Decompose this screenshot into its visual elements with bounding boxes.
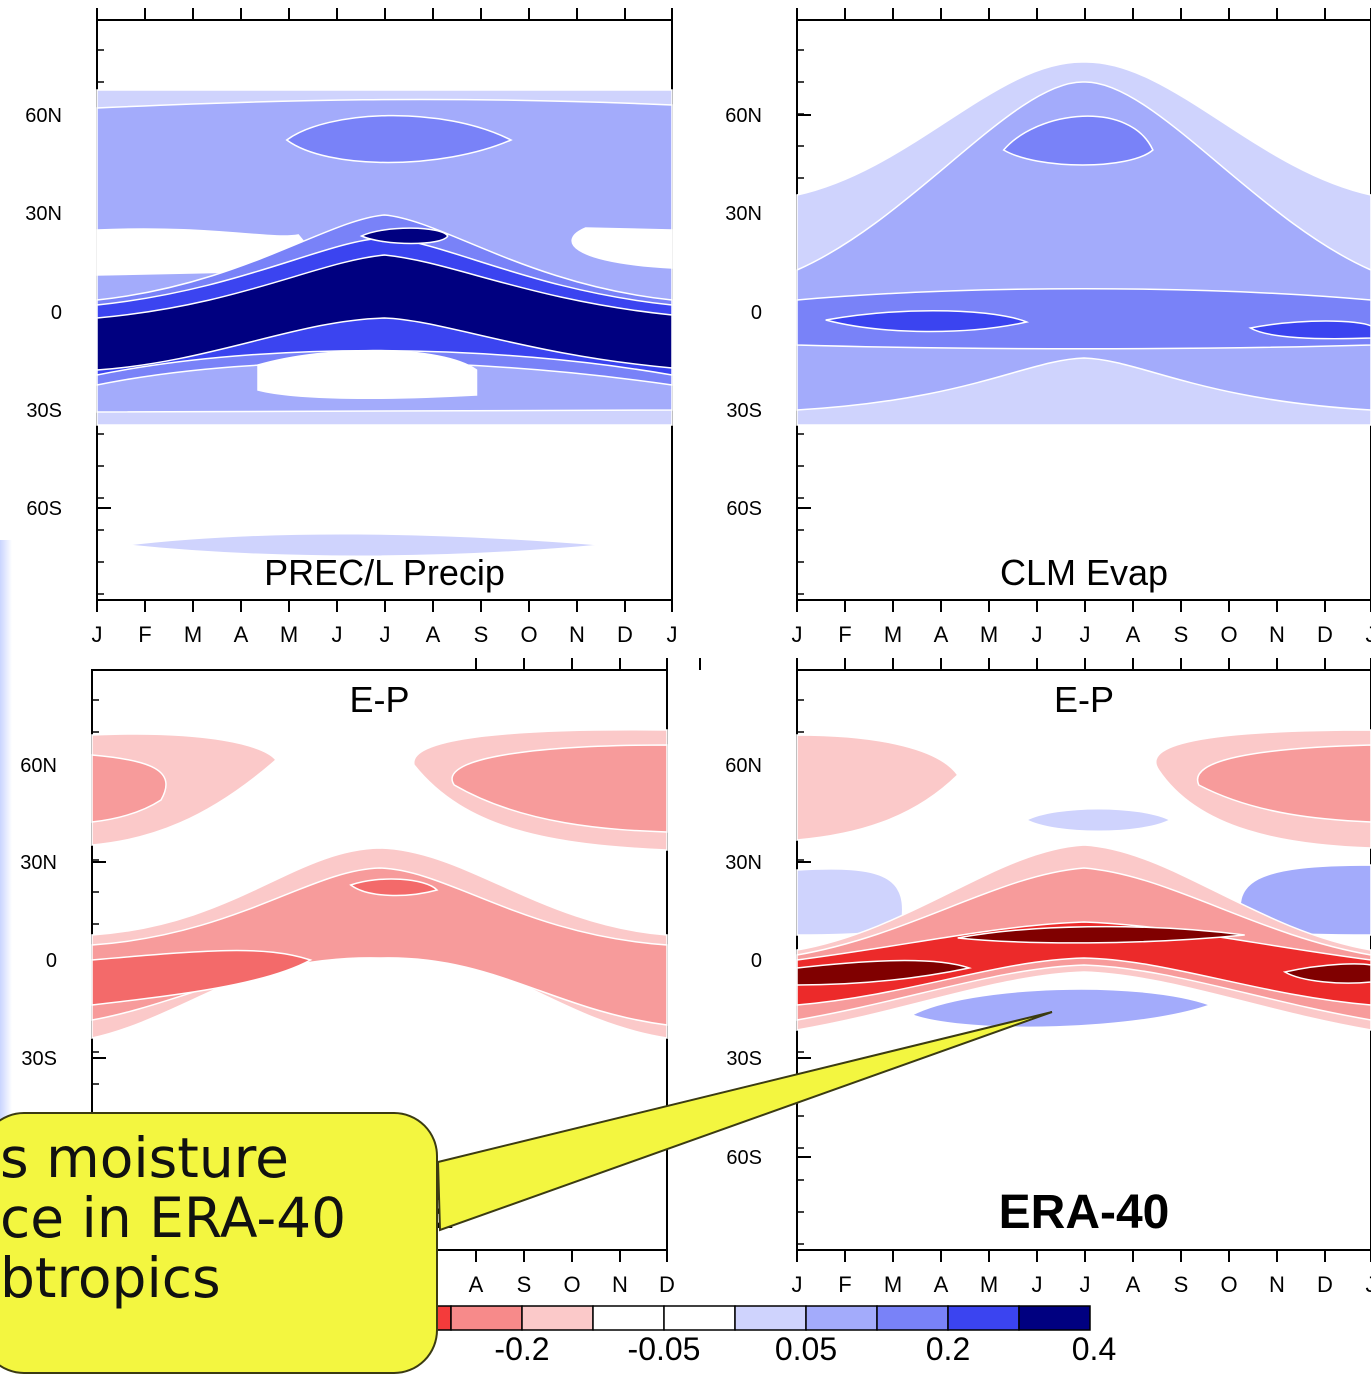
y-tick-label: 60S xyxy=(26,498,62,520)
x-tick-label: M xyxy=(980,622,998,647)
y-tick-label: 60S xyxy=(726,498,762,520)
y-tick-label: 0 xyxy=(51,302,62,324)
x-tick-label: J xyxy=(1366,622,1371,647)
x-tick-label: J xyxy=(792,622,803,647)
x-tick-label: J xyxy=(1366,1272,1371,1297)
x-tick-label: M xyxy=(184,622,202,647)
x-tick-label: N xyxy=(1269,622,1285,647)
callout-text: s moisture ce in ERA-40 btropics xyxy=(0,1128,440,1308)
y-tick-label: 60S xyxy=(726,1147,762,1169)
callout-line-3: btropics xyxy=(0,1248,440,1308)
colorbar-tick-label: -0.2 xyxy=(494,1331,549,1367)
y-tick-label: 60N xyxy=(25,105,62,127)
y-tick-label: 60N xyxy=(20,755,57,777)
y-tick-label: 0 xyxy=(751,302,762,324)
y-tick-label: 60N xyxy=(725,105,762,127)
colorbar-tick-label: 0.4 xyxy=(1072,1331,1116,1367)
contour-level-1a xyxy=(797,735,958,840)
x-tick-label: J xyxy=(92,622,103,647)
y-tick-label: 0 xyxy=(46,950,57,972)
callout-pointer xyxy=(438,1012,1052,1230)
colorbar-box xyxy=(1019,1306,1090,1330)
y-tick-label: 30S xyxy=(726,1048,762,1070)
panel-title: E-P xyxy=(349,679,409,720)
x-tick-label: A xyxy=(934,1272,949,1297)
y-tick-label: 0 xyxy=(751,950,762,972)
x-tick-label: F xyxy=(838,1272,851,1297)
colorbar-tick-label: 0.2 xyxy=(926,1331,970,1367)
colorbar-box xyxy=(593,1306,664,1330)
x-tick-label: S xyxy=(1174,1272,1189,1297)
panel-title: CLM Evap xyxy=(1000,552,1168,593)
x-tick-label: N xyxy=(569,622,585,647)
x-tick-label: A xyxy=(234,622,249,647)
x-tick-label: D xyxy=(659,1272,675,1297)
x-tick-label: J xyxy=(667,622,678,647)
panel-title: E-P xyxy=(1054,679,1114,720)
colorbar-box xyxy=(451,1306,522,1330)
contour-blue-mid xyxy=(1027,809,1171,832)
y-tick-label: 30N xyxy=(25,203,62,225)
x-tick-label: M xyxy=(884,622,902,647)
x-tick-label: O xyxy=(520,622,537,647)
x-tick-label: O xyxy=(563,1272,580,1297)
contour-level-3a xyxy=(92,951,311,1005)
x-tick-label: A xyxy=(1126,622,1141,647)
colorbar-box xyxy=(664,1306,735,1330)
colorbar-tick-label: 0.05 xyxy=(775,1331,837,1367)
x-tick-label: O xyxy=(1220,622,1237,647)
x-tick-label: J xyxy=(380,622,391,647)
contour-fill-br xyxy=(797,730,1371,1030)
x-tick-label: F xyxy=(838,622,851,647)
x-tick-label: D xyxy=(1317,1272,1333,1297)
x-tick-label: A xyxy=(469,1272,484,1297)
x-tick-label: M xyxy=(884,1272,902,1297)
x-tick-label: A xyxy=(426,622,441,647)
colorbar-box xyxy=(806,1306,877,1330)
contour-fill-tl xyxy=(97,90,672,556)
y-tick-label: 30S xyxy=(726,400,762,422)
panel-label: ERA-40 xyxy=(999,1186,1170,1239)
x-tick-label: J xyxy=(1080,1272,1091,1297)
x-tick-label: O xyxy=(1220,1272,1237,1297)
y-tick-label: 30S xyxy=(26,400,62,422)
x-tick-label: D xyxy=(1317,622,1333,647)
y-tick-label: 60N xyxy=(725,755,762,777)
x-tick-label: A xyxy=(934,622,949,647)
colorbar-box xyxy=(877,1306,948,1330)
contour-antarctic xyxy=(126,534,603,557)
panel-title: PREC/L Precip xyxy=(264,552,505,593)
x-tick-label: M xyxy=(980,1272,998,1297)
colorbar-box xyxy=(948,1306,1019,1330)
x-tick-label: F xyxy=(138,622,151,647)
colorbar-box xyxy=(522,1306,593,1330)
x-tick-label: N xyxy=(612,1272,628,1297)
x-tick-label: S xyxy=(474,622,489,647)
contour-fill-bl xyxy=(92,730,667,1038)
x-tick-label: D xyxy=(617,622,633,647)
x-tick-label: J xyxy=(792,1272,803,1297)
x-tick-label: N xyxy=(1269,1272,1285,1297)
y-tick-label: 30S xyxy=(21,1048,57,1070)
x-tick-label: J xyxy=(1032,622,1043,647)
x-tick-label: A xyxy=(1126,1272,1141,1297)
callout-line-2: ce in ERA-40 xyxy=(0,1188,440,1248)
y-tick-label: 30N xyxy=(725,852,762,874)
x-tick-label: J xyxy=(1080,622,1091,647)
callout-line-1: s moisture xyxy=(0,1128,440,1188)
contour-fill-tr xyxy=(797,62,1371,425)
colorbar-tick-label: -0.05 xyxy=(628,1331,701,1367)
y-tick-label: 30N xyxy=(725,203,762,225)
x-tick-label: S xyxy=(517,1272,532,1297)
x-tick-label: M xyxy=(280,622,298,647)
x-tick-label: J xyxy=(1032,1272,1043,1297)
contour-blue-south xyxy=(912,989,1210,1027)
colorbar-box xyxy=(735,1306,806,1330)
x-tick-label: J xyxy=(332,622,343,647)
colorbar: -0.2 -0.05 0.05 0.2 0.4 xyxy=(380,1306,1116,1367)
contour-gap-south xyxy=(258,351,477,399)
x-tick-label: S xyxy=(1174,622,1189,647)
y-tick-label: 30N xyxy=(20,852,57,874)
